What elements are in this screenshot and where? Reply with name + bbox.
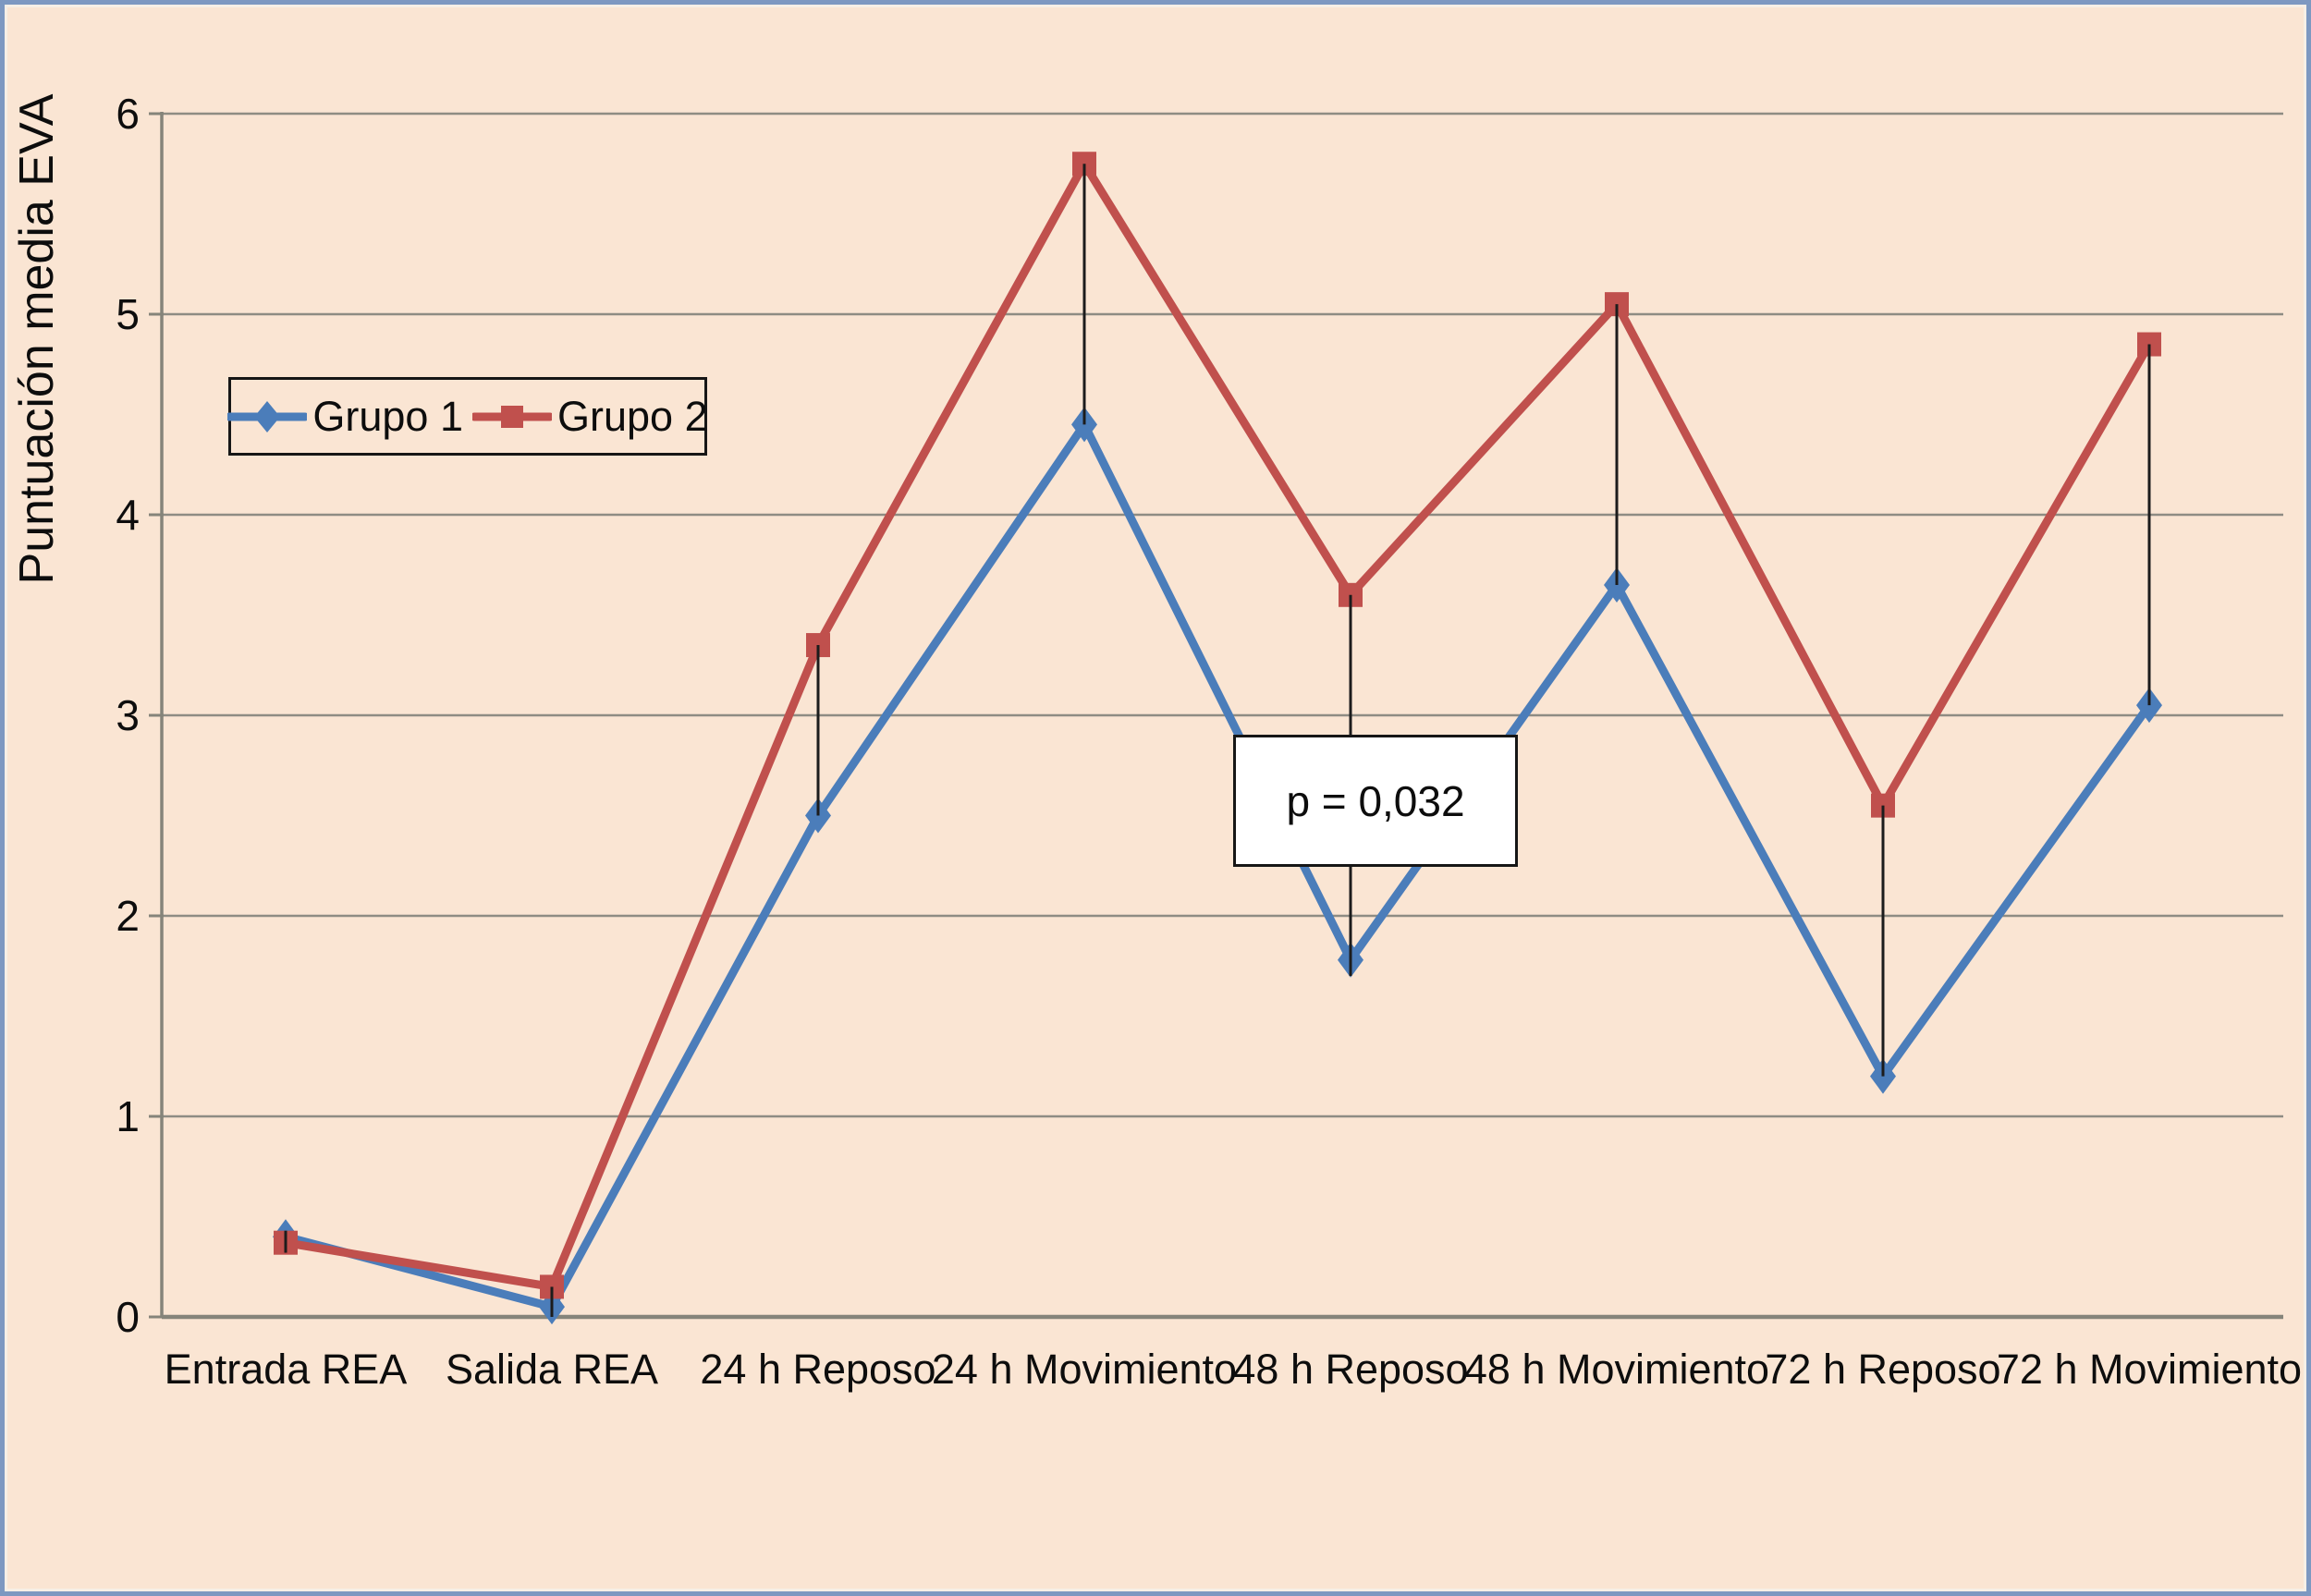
x-category-label: Entrada REA [165,1346,408,1393]
tick-labels: 0 1 2 3 4 5 6 Entrada REA Salida REA 24 h Reposo2… [116,90,2302,1393]
y-tick-label: 5 [116,290,140,338]
y-tick-label: 3 [116,691,140,739]
y-tick-label: 6 [116,90,140,138]
y-tick-label: 0 [116,1293,140,1341]
x-category-label: 24 h Movimiento [932,1346,1237,1393]
series-line-grupo-1 [281,420,2154,1311]
y-tick-label: 1 [116,1092,140,1140]
diamond-marker-icon [227,400,308,433]
legend-square [501,405,523,428]
legend-diamond [254,400,281,433]
square-marker-icon [472,405,552,428]
line-chart: 0 1 2 3 4 5 6 Entrada REA Salida REA 24 h Reposo2… [10,90,2302,1393]
y-axis-title: Puntuación media EVA [10,93,64,584]
legend-label: Grupo 1 [312,392,463,440]
p-value-text: p = 0,032 [1286,776,1465,825]
series-line-grupo-2 [281,159,2154,1291]
x-category-label: 72 h Movimiento [1997,1346,2302,1393]
legend: Grupo 1 Grupo 2 [227,377,708,456]
x-category-label: 48 h Movimiento [1464,1346,1769,1393]
p-value-annotation: p = 0,032 [1233,735,1518,867]
y-tick-label: 2 [116,892,140,940]
x-category-label: Salida REA [446,1346,658,1393]
y-tick-label: 4 [116,491,140,539]
legend-item-grupo-2: Grupo 2 [472,393,708,441]
gridlines [162,112,2283,1118]
legend-label: Grupo 2 [557,392,708,440]
x-category-label: 72 h Reposo [1765,1346,2000,1393]
x-category-label: 48 h Reposo [1232,1346,1468,1393]
axes [149,112,2283,1320]
droplines [284,164,2151,1317]
series-lines [281,159,2154,1311]
series-markers [273,152,2162,1325]
x-category-label: 24 h Reposo [700,1346,935,1393]
legend-item-grupo-1: Grupo 1 [227,393,463,441]
